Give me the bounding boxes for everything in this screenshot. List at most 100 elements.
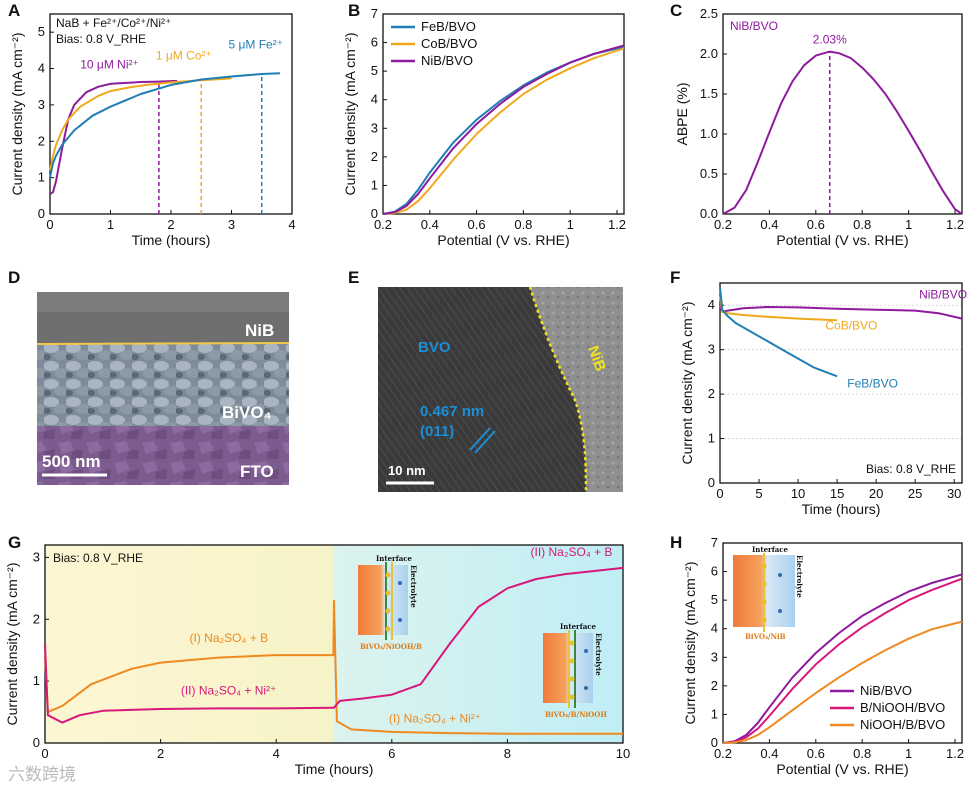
inset-h-interface: Interface — [752, 545, 789, 554]
inset-g2: Interface Electrolyte BiVO₄/B/NiOOH — [543, 622, 607, 719]
x-axis-label: Time (hours) — [802, 501, 881, 517]
plot-frame — [722, 13, 963, 215]
x-tick-label: 2 — [167, 217, 174, 232]
inset-g1: Interface Electrolyte BiVO₄/NiOOH/B — [358, 554, 422, 651]
peak-label: 2.03% — [813, 33, 847, 47]
x-tick-label: 0 — [46, 217, 53, 232]
x-axis-label: Time (hours) — [132, 232, 211, 248]
y-tick-label: 2.0 — [700, 46, 718, 61]
x-tick-label: 0.2 — [374, 217, 392, 232]
series-line-a-5-m-fe- — [49, 72, 280, 178]
panel-h-axes: 0.2 0.4 0.6 0.8 1 1.2 0 1 2 3 4 5 6 7 Potential (V vs.… — [682, 535, 964, 777]
label-ii-b: (II) Na₂SO₄ + B — [531, 545, 613, 559]
y-tick-label: 1 — [33, 673, 40, 688]
y-tick-label: 6 — [371, 35, 378, 50]
inset-h: Interface Electrolyte BiVO₄/NiB — [733, 545, 804, 641]
x-tick-label: 1 — [905, 217, 912, 232]
x-tick-label: 25 — [908, 486, 922, 501]
sem-label-nib: NiB — [245, 321, 274, 340]
x-axis-label: Potential (V vs. RHE) — [437, 232, 569, 248]
series-line-g--i-na-so-b — [44, 599, 623, 735]
panel-letter-c: C — [670, 1, 682, 20]
panel-letter-g: G — [8, 533, 21, 552]
sem-scale-label: 500 nm — [42, 452, 101, 471]
x-tick-label: 1 — [107, 217, 114, 232]
y-tick-label: 2 — [33, 611, 40, 626]
x-tick-label: 6 — [388, 746, 395, 761]
plot-frame — [382, 13, 625, 215]
panel-c-axes: 0.2 0.4 0.6 0.8 1 1.2 0.0 0.5 1.0 1.5 2.0 2.5 Potent… — [674, 6, 964, 248]
panel-c-label: NiB/BVO — [730, 19, 778, 33]
y-tick-label: 1 — [371, 177, 378, 192]
y-tick-label: 3 — [708, 342, 715, 357]
x-tick-label: 0.8 — [514, 217, 532, 232]
x-tick-label: 10 — [791, 486, 805, 501]
x-tick-label: 0 — [41, 746, 48, 761]
y-tick-label: 0 — [708, 475, 715, 490]
series-line-b-feb-bvo — [382, 45, 625, 215]
label-ii-ni: (II) Na₂SO₄ + Ni²⁺ — [181, 684, 277, 698]
legend-label: NiB/BVO — [860, 683, 912, 698]
y-tick-label: 0.5 — [700, 166, 718, 181]
series-line-a-10-m-ni- — [49, 79, 178, 195]
y-tick-label: 4 — [38, 61, 45, 76]
x-axis-label: Potential (V vs. RHE) — [776, 232, 908, 248]
x-tick-label: 5 — [755, 486, 762, 501]
x-tick-label: 8 — [504, 746, 511, 761]
inset-g1-electrolyte: Electrolyte — [409, 565, 418, 608]
x-axis-label: Potential (V vs. RHE) — [776, 761, 908, 777]
y-axis-label: Current density (mA cm⁻²) — [679, 302, 695, 465]
plot-frame — [722, 542, 963, 744]
inset-h-stack: BiVO₄/NiB — [745, 632, 786, 641]
series-line-g--ii-na-so-ni- — [44, 566, 624, 724]
panel-a-bias: Bias: 0.8 V_RHE — [56, 32, 146, 46]
y-tick-label: 0 — [371, 206, 378, 221]
y-tick-label: 1 — [38, 170, 45, 185]
x-tick-label: 0.2 — [714, 217, 732, 232]
legend-label: B/NiOOH/BVO — [860, 700, 945, 715]
panel-letter-h: H — [670, 533, 682, 552]
y-tick-label: 4 — [711, 621, 718, 636]
legend-label: FeB/BVO — [421, 19, 476, 34]
y-tick-label: 1.5 — [700, 86, 718, 101]
panel-letter-b: B — [348, 1, 360, 20]
x-tick-label: 1.2 — [946, 217, 964, 232]
y-tick-label: 3 — [38, 97, 45, 112]
x-tick-label: 0.8 — [853, 746, 871, 761]
y-axis-label: Current density (mA cm⁻²) — [4, 563, 20, 726]
inset-g1-stack: BiVO₄/NiOOH/B — [360, 642, 422, 651]
panel-a-title: NaB + Fe²⁺/Co²⁺/Ni²⁺ — [56, 16, 171, 30]
label-cob: CoB/BVO — [825, 319, 877, 333]
y-tick-label: 3 — [371, 120, 378, 135]
y-tick-label: 2 — [711, 678, 718, 693]
sem-label-bivo4: BiVO₄ — [222, 403, 272, 422]
y-tick-label: 0 — [38, 206, 45, 221]
x-tick-label: 0.2 — [714, 746, 732, 761]
series-line-b-cob-bvo — [382, 47, 625, 215]
y-tick-label: 4 — [371, 92, 378, 107]
inset-g2-interface: Interface — [560, 622, 597, 631]
y-tick-label: 3 — [33, 549, 40, 564]
tem-scale-label: 10 nm — [388, 463, 426, 478]
panel-f-bias: Bias: 0.8 V_RHE — [866, 462, 956, 476]
y-tick-label: 5 — [371, 63, 378, 78]
x-tick-label: 0.4 — [760, 746, 778, 761]
x-tick-label: 0.4 — [760, 217, 778, 232]
legend-label: NiOOH/B/BVO — [860, 717, 945, 732]
y-tick-label: 0.0 — [700, 206, 718, 221]
y-tick-label: 2 — [371, 149, 378, 164]
panel-letter-e: E — [348, 268, 359, 287]
series-line-c-nib-bvo — [722, 50, 963, 215]
series-line-h-nib-bvo — [722, 573, 963, 744]
y-tick-label: 2.5 — [700, 6, 718, 21]
legend-label: NiB/BVO — [421, 53, 473, 68]
label-i-b: (I) Na₂SO₄ + B — [190, 631, 269, 645]
series-line-b-nib-bvo — [382, 44, 625, 215]
x-tick-label: 4 — [288, 217, 295, 232]
x-tick-label: 1 — [905, 746, 912, 761]
charts-layer: 0 1 2 3 4 0 1 2 3 4 5 Time (hours) Current density (… — [4, 6, 967, 777]
x-tick-label: 30 — [947, 486, 961, 501]
tem-lattice-spacing: 0.467 nm — [420, 403, 484, 420]
panel-f-axes: 0 5 10 15 20 25 30 0 1 2 3 4 Time (hours) Current den… — [679, 282, 963, 517]
watermark: 六数跨境 — [8, 765, 76, 785]
